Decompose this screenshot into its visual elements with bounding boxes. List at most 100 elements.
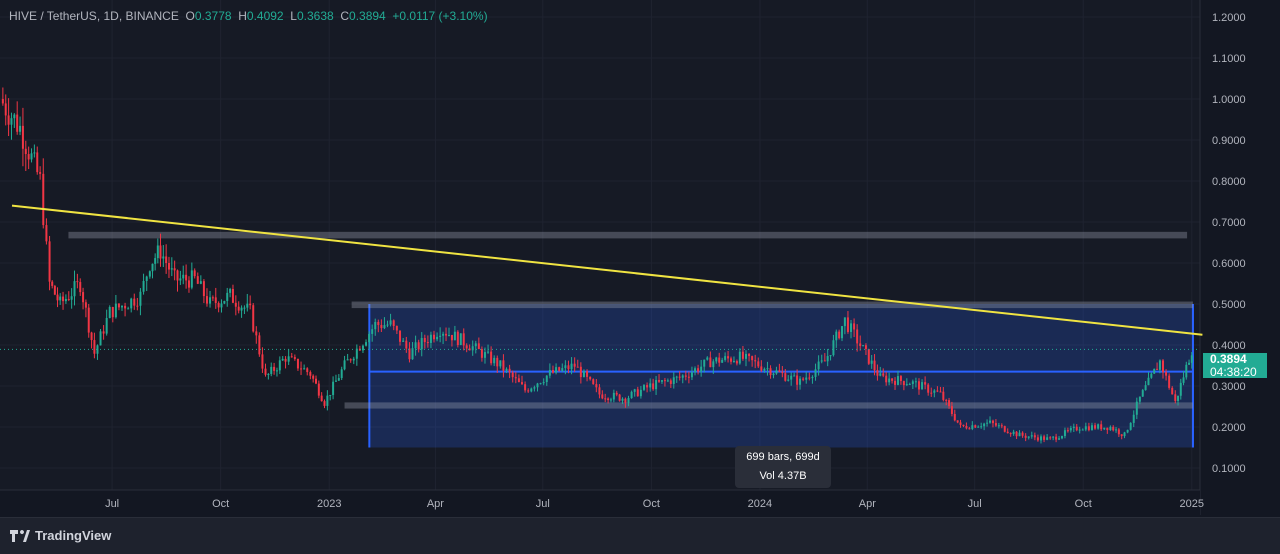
candle-body [974,425,977,428]
candle-body [601,394,604,399]
candle-body [30,153,33,160]
candle-body [1188,362,1191,365]
close-label: C [340,9,350,23]
candle-body [555,367,558,373]
candle-body [1072,426,1075,429]
date-range-measure[interactable] [369,304,1193,448]
candle-body [1066,430,1069,432]
candle-body [96,345,99,354]
candle-body [42,173,45,226]
candle-body [389,320,392,325]
candle-body [741,351,744,359]
candle-body [980,426,983,428]
candle-body [760,366,763,371]
plot-background [0,0,1200,515]
trendline[interactable] [11,204,1203,336]
candle-body [754,360,757,362]
candle-body [511,372,514,378]
candle-body [240,307,243,311]
candle-body [902,381,905,386]
x-tick-label: Apr [859,498,876,510]
candle-body [334,380,337,382]
candle-body [93,340,96,354]
candle-body [21,125,24,149]
candle-body [986,422,989,424]
candle-body [896,376,899,385]
candle-body [1094,425,1097,429]
candle-body [545,375,548,383]
candle-body [205,296,208,304]
candle-body [346,359,349,361]
tradingview-logo[interactable]: TradingView [10,528,111,543]
candle-body [124,305,127,309]
candle-body [1179,382,1182,396]
time-axis[interactable] [0,490,1200,515]
candle-body [1153,368,1156,374]
candle-body [1190,355,1193,363]
support-resistance-zone[interactable] [344,402,1193,409]
candle-body [10,118,13,125]
candle-body [82,292,85,303]
candle-body [1009,433,1012,435]
candle-body [1123,432,1126,437]
candle-body [13,114,16,119]
candle-body [352,358,355,361]
candle-body [471,346,474,351]
candle-body [933,390,936,393]
candle-body [921,382,924,390]
x-tick-label: Oct [1075,498,1092,510]
candle-body [1100,424,1103,430]
candle-body [576,366,579,368]
candle-body [1052,436,1055,438]
candle-body [1015,431,1018,437]
measure-tooltip: 699 bars, 699d Vol 4.37B [735,446,831,488]
candle-body [649,383,652,388]
candle-body [735,361,738,364]
candle-body [586,371,589,377]
candle-body [1168,375,1171,388]
candle-body [1024,435,1027,438]
candle-body [211,297,214,299]
candle-body [660,380,663,382]
candle-body [558,367,561,371]
candle-body [1135,401,1138,415]
candle-body [173,268,176,271]
close-value: 0.3894 [349,9,386,23]
candle-body [646,385,649,388]
y-tick-label: 0.3000 [1212,381,1246,393]
candle-body [343,360,346,370]
candle-body [1030,435,1033,437]
candle-body [530,388,533,392]
candle-body [607,398,610,401]
candle-body [480,349,483,358]
price-chart[interactable]: 1.2000 1.1000 1.0000 0.9000 0.8000 0.7000 0.60… [0,0,1280,515]
candle-body [1097,424,1100,429]
candle-body [405,340,408,349]
candle-body [214,297,217,304]
candle-body [700,366,703,372]
support-resistance-zone[interactable] [351,301,1193,309]
support-resistance-zone[interactable] [68,231,1188,239]
candle-body [1069,428,1072,431]
candle-body [539,383,542,385]
candle-body [1165,372,1168,376]
candle-body [1117,429,1120,435]
symbol-title[interactable]: HIVE / TetherUS, 1D, BINANCE [9,9,179,23]
candle-body [145,276,148,281]
y-tick-label: 0.8000 [1212,176,1246,188]
candle-body [383,325,386,329]
candle-body [738,351,741,364]
candle-body [524,384,527,391]
candle-body [130,298,133,309]
candle-body [19,125,22,132]
candle-body [1063,430,1066,437]
candle-body [687,376,690,378]
price-axis[interactable] [1200,0,1280,515]
candle-body [514,377,517,379]
candle-body [493,357,496,364]
candle-body [270,366,273,374]
candle-body [450,334,453,341]
candle-body [296,358,299,369]
candle-body [829,355,832,357]
candle-body [655,380,658,390]
